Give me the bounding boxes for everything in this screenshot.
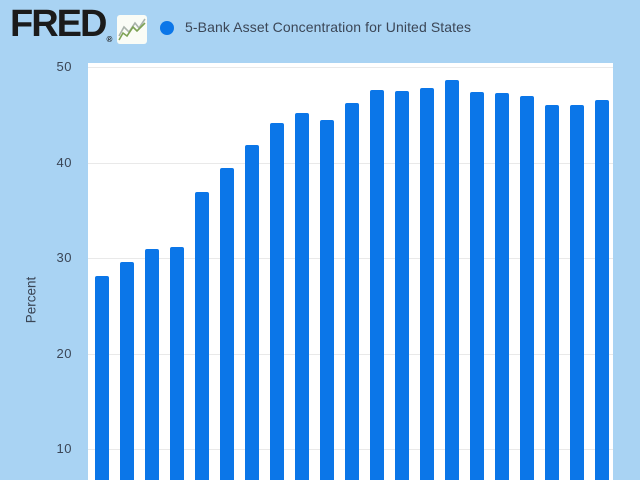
bar[interactable] bbox=[570, 105, 584, 480]
bar[interactable] bbox=[495, 92, 509, 480]
bar[interactable] bbox=[445, 80, 459, 480]
bar[interactable] bbox=[370, 89, 384, 480]
bar[interactable] bbox=[220, 168, 234, 480]
bar[interactable] bbox=[320, 120, 334, 480]
y-tick-label: 20 bbox=[56, 345, 72, 361]
bar[interactable] bbox=[120, 261, 134, 480]
bar[interactable] bbox=[295, 112, 309, 480]
bar[interactable] bbox=[395, 90, 409, 480]
bar[interactable] bbox=[195, 192, 209, 480]
bar[interactable] bbox=[245, 145, 259, 480]
bar[interactable] bbox=[420, 88, 434, 480]
y-tick-label: 10 bbox=[56, 441, 72, 456]
bar[interactable] bbox=[170, 247, 184, 480]
y-tick-label: 50 bbox=[56, 59, 72, 74]
series-title[interactable]: 5-Bank Asset Concentration for United St… bbox=[185, 19, 472, 35]
y-tick-label: 40 bbox=[56, 154, 72, 170]
bar[interactable] bbox=[95, 276, 109, 480]
bar[interactable] bbox=[595, 100, 609, 480]
registered-trademark: ® bbox=[106, 35, 113, 44]
bar[interactable] bbox=[520, 95, 534, 480]
y-axis-title: Percent bbox=[23, 276, 39, 324]
gridline bbox=[88, 67, 613, 68]
bar[interactable] bbox=[345, 103, 359, 480]
line-chart-icon bbox=[117, 15, 147, 44]
fred-logo-text: FRED bbox=[10, 3, 107, 45]
bar[interactable] bbox=[270, 123, 284, 480]
fred-logo[interactable]: FRED® bbox=[10, 3, 113, 45]
series-legend-dot bbox=[160, 21, 174, 35]
bar[interactable] bbox=[470, 91, 484, 480]
bar[interactable] bbox=[145, 249, 159, 480]
bar[interactable] bbox=[545, 105, 559, 480]
y-tick-label: 30 bbox=[56, 250, 72, 265]
plot-area bbox=[88, 63, 613, 480]
